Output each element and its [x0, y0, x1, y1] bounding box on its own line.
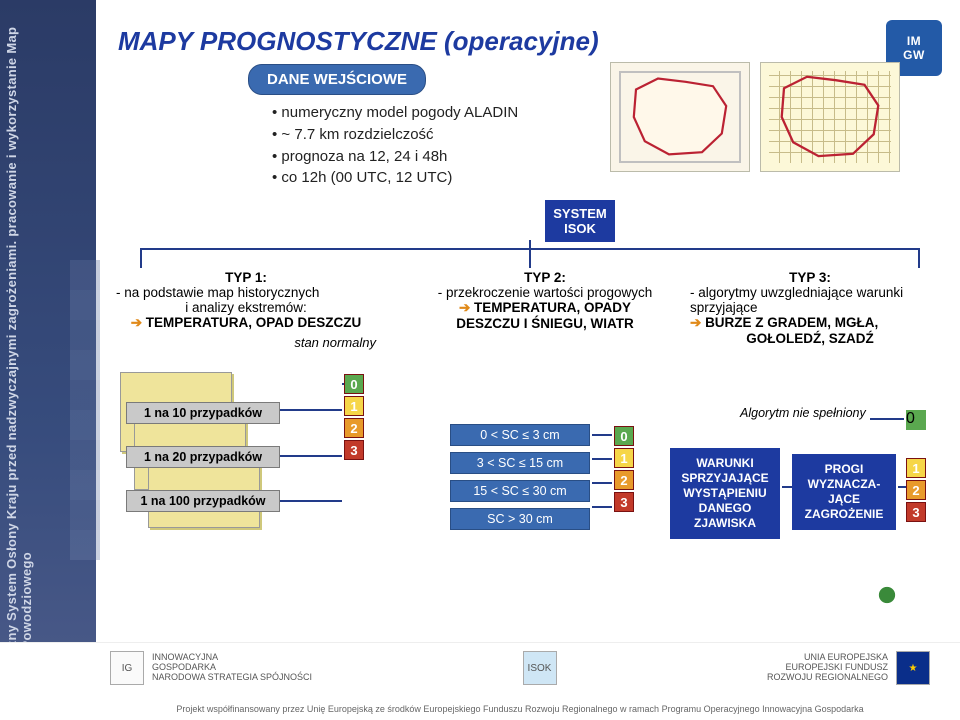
connector — [870, 418, 904, 420]
bullet: ~ 7.7 km rozdzielczość — [272, 124, 518, 146]
type-3-heading: TYP 3: — [690, 270, 930, 285]
level-0: 0 — [344, 374, 364, 394]
banner-text: ormatyczny System Osłony Kraju przed nad… — [4, 0, 34, 700]
eu-flag-icon: ★ — [896, 651, 930, 685]
connector — [280, 409, 342, 411]
level-1: 1 — [906, 458, 926, 478]
type-2-heading: TYP 2: — [410, 270, 680, 285]
connector — [342, 383, 344, 385]
type-2-target: TEMPERATURA, OPADY — [474, 300, 631, 315]
type-1-line: i analizy ekstremów: — [116, 300, 376, 315]
level-3: 3 — [344, 440, 364, 460]
range-row: 0 < SC ≤ 3 cm — [450, 424, 590, 446]
thresholds-box: PROGI WYZNACZA- JĄCE ZAGROŻENIE — [792, 454, 896, 530]
severity-solo-0: 0 — [906, 410, 926, 430]
level-2: 2 — [906, 480, 926, 500]
isok-logo-icon: ISOK — [523, 651, 557, 685]
page-title: MAPY PROGNOSTYCZNE (operacyjne) — [118, 26, 599, 57]
type-3-target-line2: GOŁOLEDŹ, SZADŹ — [746, 331, 874, 346]
connector — [280, 455, 342, 457]
severity-ladder-b: 0 1 2 3 — [614, 426, 634, 514]
level-3: 3 — [614, 492, 634, 512]
system-isok-box: SYSTEM ISOK — [545, 200, 615, 242]
bullet: numeryczny model pogody ALADIN — [272, 102, 518, 124]
arrow-icon: ➔ — [690, 315, 705, 330]
algorithm-not-met-note: Algorytm nie spełniony — [740, 406, 866, 420]
type-3-target: BURZE Z GRADEM, MGŁA, — [705, 315, 878, 330]
input-data-bullets: numeryczny model pogody ALADIN ~ 7.7 km … — [272, 102, 518, 189]
range-row: 15 < SC ≤ 30 cm — [450, 480, 590, 502]
connector — [592, 434, 612, 436]
level-3: 3 — [906, 502, 926, 522]
range-row: 3 < SC ≤ 15 cm — [450, 452, 590, 474]
poland-map-outline — [610, 62, 750, 172]
connector — [898, 486, 906, 488]
type-1-subnote: stan normalny — [116, 335, 376, 350]
case-frequency-list: 1 na 10 przypadków 1 na 20 przypadków 1 … — [126, 402, 280, 534]
ig-logo-icon: IG — [110, 651, 144, 685]
bullet: prognoza na 12, 24 i 48h — [272, 146, 518, 168]
type-2-target-line2: DESZCZU I ŚNIEGU, WIATR — [456, 316, 634, 331]
level-1: 1 — [614, 448, 634, 468]
type-1-line: - na podstawie map historycznych — [116, 285, 376, 300]
type-2-line: - przekroczenie wartości progowych — [410, 285, 680, 300]
decorative-icon — [874, 580, 900, 610]
case-row: 1 na 100 przypadków — [126, 490, 280, 512]
conditions-box: WARUNKI SPRZYJAJĄCE WYSTĄPIENIU DANEGO Z… — [670, 448, 780, 539]
level-2: 2 — [614, 470, 634, 490]
type-3-column: TYP 3: - algorytmy uwzgledniające warunk… — [690, 270, 930, 346]
connector — [280, 500, 342, 502]
severity-ladder-a: 0 1 2 3 — [344, 374, 364, 462]
arrow-icon: ➔ — [131, 315, 146, 330]
type-1-target: TEMPERATURA, OPAD DESZCZU — [146, 315, 362, 330]
type-1-heading: TYP 1: — [116, 270, 376, 285]
threshold-ranges: 0 < SC ≤ 3 cm 3 < SC ≤ 15 cm 15 < SC ≤ 3… — [450, 424, 590, 536]
arrow-icon: ➔ — [459, 300, 474, 315]
range-row: SC > 30 cm — [450, 508, 590, 530]
connector — [592, 482, 612, 484]
poland-map-grid — [760, 62, 900, 172]
case-row: 1 na 20 przypadków — [126, 446, 280, 468]
banner-photo-strip — [70, 260, 100, 560]
connector — [782, 486, 792, 488]
footer-logo-isok: ISOK — [523, 651, 557, 685]
level-1: 1 — [344, 396, 364, 416]
footer-line: Projekt współfinansowany przez Unię Euro… — [110, 704, 930, 714]
footer-logo-ue: UNIA EUROPEJSKA EUROPEJSKI FUNDUSZ ROZWO… — [767, 651, 930, 685]
level-2: 2 — [344, 418, 364, 438]
type-3-line: sprzyjające — [690, 300, 930, 315]
connector — [592, 506, 612, 508]
type-1-column: TYP 1: - na podstawie map historycznych … — [116, 270, 376, 350]
footer: IG INNOWACYJNA GOSPODARKA NARODOWA STRAT… — [0, 642, 960, 720]
level-0: 0 — [614, 426, 634, 446]
bullet: co 12h (00 UTC, 12 UTC) — [272, 167, 518, 189]
type-3-line: - algorytmy uwzgledniające warunki — [690, 285, 930, 300]
severity-ladder-c: 1 2 3 — [906, 458, 926, 524]
case-row: 1 na 10 przypadków — [126, 402, 280, 424]
footer-logo-ig: IG INNOWACYJNA GOSPODARKA NARODOWA STRAT… — [110, 651, 312, 685]
type-2-column: TYP 2: - przekroczenie wartości progowyc… — [410, 270, 680, 331]
connector — [592, 458, 612, 460]
input-data-pill: DANE WEJŚCIOWE — [248, 64, 426, 95]
left-banner: ormatyczny System Osłony Kraju przed nad… — [0, 0, 96, 720]
